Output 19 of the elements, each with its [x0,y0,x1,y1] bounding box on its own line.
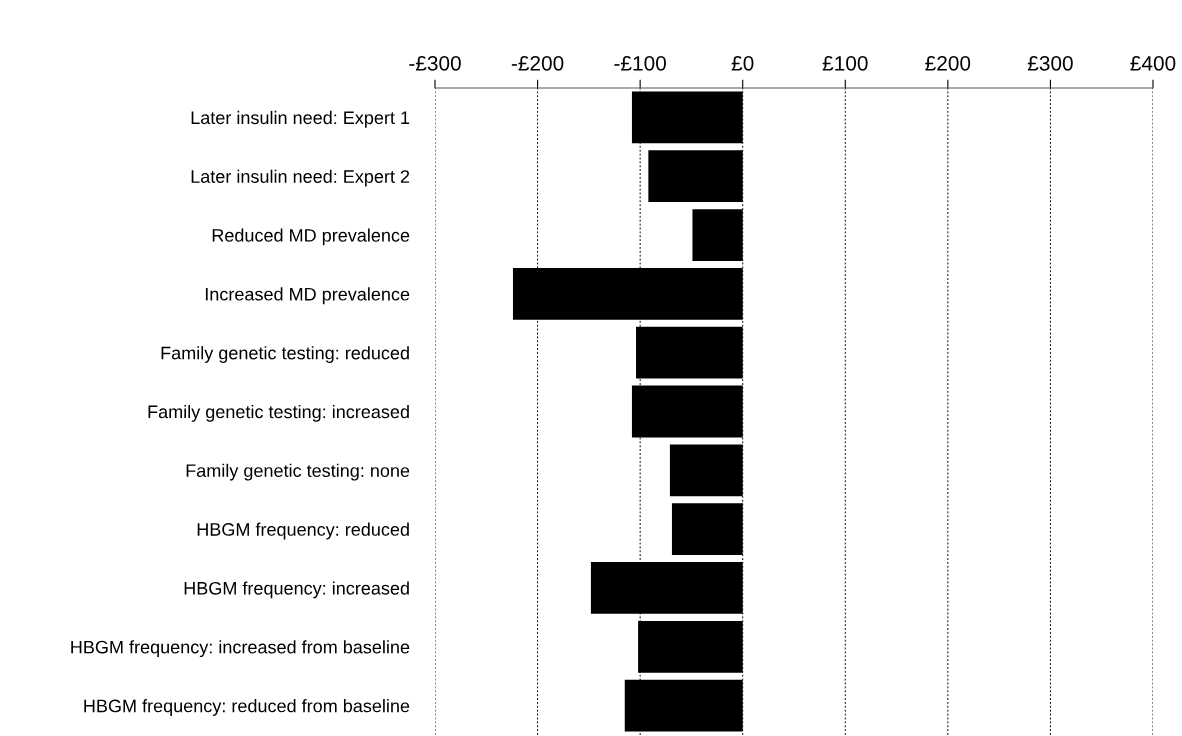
y-tick-label: HBGM frequency: increased [184,581,409,599]
y-tick-label: Increased MD prevalence [205,287,410,305]
x-tick-label: £400 [1130,55,1176,71]
x-tick-label: £100 [822,55,868,71]
x-tick-label: £0 [731,55,754,71]
x-tick-label: £200 [925,55,971,71]
x-tick-label: -£300 [409,55,461,71]
y-tick-label: HBGM frequency: increased from baseline [71,640,410,658]
x-tick-label: £300 [1027,55,1073,71]
y-tick-label: Reduced MD prevalence [212,228,410,246]
y-tick-label: Family genetic testing: none [186,463,410,481]
x-tick-label: -£100 [614,55,666,71]
y-tick-label: HBGM frequency: reduced from baseline [84,699,410,716]
y-tick-label: Family genetic testing: increased [148,404,409,422]
y-tick-label: Later insulin need: Expert 2 [191,169,410,187]
y-tick-label: Family genetic testing: reduced [161,346,409,363]
y-tick-label: HBGM frequency: reduced [197,522,409,540]
x-tick-label: -£200 [511,55,564,71]
y-tick-label: Later insulin need: Expert 1 [191,110,410,128]
